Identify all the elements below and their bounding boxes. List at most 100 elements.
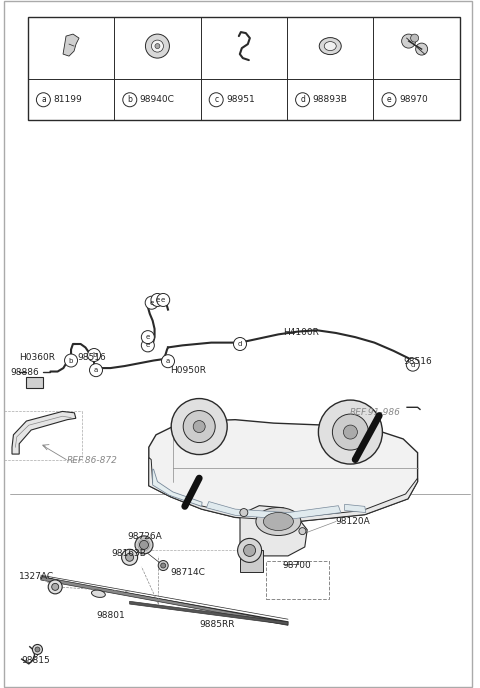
Circle shape — [64, 354, 78, 367]
Polygon shape — [206, 502, 341, 519]
Text: 98163B: 98163B — [111, 549, 146, 559]
Circle shape — [410, 34, 419, 42]
Circle shape — [299, 528, 306, 535]
Text: e: e — [387, 95, 391, 105]
Circle shape — [343, 425, 358, 439]
Circle shape — [244, 544, 256, 557]
Polygon shape — [153, 469, 202, 506]
Text: H0950R: H0950R — [170, 365, 206, 375]
Text: 1327AC: 1327AC — [19, 572, 54, 581]
Circle shape — [126, 553, 133, 561]
Text: 98940C: 98940C — [140, 95, 175, 105]
Text: 81199: 81199 — [53, 95, 82, 105]
Polygon shape — [240, 506, 307, 556]
Circle shape — [332, 414, 369, 450]
Text: b: b — [92, 352, 96, 358]
Circle shape — [48, 580, 62, 594]
Text: 98516: 98516 — [78, 353, 107, 363]
Circle shape — [156, 294, 170, 306]
Circle shape — [155, 43, 160, 49]
Bar — [28, 17, 460, 120]
Polygon shape — [169, 478, 418, 522]
Polygon shape — [149, 458, 170, 497]
Circle shape — [318, 400, 383, 464]
Circle shape — [183, 411, 215, 442]
Circle shape — [233, 338, 247, 350]
Text: H0360R: H0360R — [19, 353, 55, 363]
Circle shape — [171, 398, 227, 455]
Circle shape — [152, 40, 164, 52]
Circle shape — [402, 34, 416, 48]
Circle shape — [145, 34, 169, 58]
Ellipse shape — [92, 590, 105, 597]
Circle shape — [145, 297, 158, 309]
Circle shape — [141, 331, 155, 343]
Circle shape — [240, 508, 248, 517]
Circle shape — [193, 420, 205, 433]
Text: 98516: 98516 — [403, 356, 432, 366]
Circle shape — [140, 540, 148, 550]
Text: 98726A: 98726A — [127, 532, 162, 541]
Text: 98700: 98700 — [282, 561, 311, 570]
Circle shape — [209, 93, 223, 107]
Text: REF.91-986: REF.91-986 — [349, 408, 400, 418]
Circle shape — [161, 563, 166, 568]
Text: 98815: 98815 — [22, 656, 50, 665]
Polygon shape — [63, 34, 79, 56]
Circle shape — [158, 561, 168, 570]
Bar — [26, 377, 43, 388]
Text: 98714C: 98714C — [170, 568, 205, 577]
Circle shape — [35, 647, 40, 652]
Text: a: a — [166, 358, 170, 364]
Text: d: d — [238, 341, 242, 347]
Polygon shape — [12, 411, 76, 454]
Text: b: b — [127, 95, 132, 105]
Circle shape — [416, 43, 428, 55]
Circle shape — [89, 364, 103, 376]
Ellipse shape — [264, 513, 293, 530]
Text: e: e — [146, 343, 150, 348]
Ellipse shape — [319, 38, 341, 54]
Text: REF.86-872: REF.86-872 — [67, 456, 118, 466]
Text: 98801: 98801 — [96, 611, 125, 621]
Bar — [266, 561, 329, 599]
Text: c: c — [214, 95, 218, 105]
Text: d: d — [410, 362, 415, 367]
Circle shape — [238, 539, 262, 562]
Text: 98886: 98886 — [11, 368, 39, 378]
Polygon shape — [130, 601, 288, 625]
Text: 98893B: 98893B — [312, 95, 348, 105]
Circle shape — [382, 93, 396, 107]
Ellipse shape — [256, 508, 301, 535]
Text: a: a — [94, 367, 98, 373]
Text: 9885RR: 9885RR — [199, 620, 235, 630]
Text: 98120A: 98120A — [335, 517, 370, 526]
Text: 98970: 98970 — [399, 95, 428, 105]
Circle shape — [296, 93, 310, 107]
Polygon shape — [41, 577, 288, 625]
Text: e: e — [161, 297, 165, 303]
Circle shape — [141, 339, 155, 352]
Text: H4100R: H4100R — [283, 328, 319, 338]
Bar — [240, 550, 263, 572]
Polygon shape — [345, 504, 366, 513]
Circle shape — [406, 358, 420, 371]
Text: 98951: 98951 — [226, 95, 255, 105]
Text: b: b — [69, 358, 73, 363]
Circle shape — [161, 355, 175, 367]
Circle shape — [151, 294, 164, 306]
Circle shape — [33, 645, 42, 654]
Circle shape — [52, 583, 59, 590]
Circle shape — [135, 536, 153, 554]
Text: e: e — [146, 334, 150, 340]
Text: e: e — [150, 300, 154, 305]
Text: e: e — [156, 297, 159, 303]
Text: a: a — [41, 95, 46, 105]
Circle shape — [121, 549, 138, 566]
Circle shape — [123, 93, 137, 107]
Circle shape — [36, 93, 50, 107]
Circle shape — [87, 349, 101, 361]
Text: d: d — [300, 95, 305, 105]
Ellipse shape — [324, 41, 336, 51]
Polygon shape — [149, 420, 418, 522]
